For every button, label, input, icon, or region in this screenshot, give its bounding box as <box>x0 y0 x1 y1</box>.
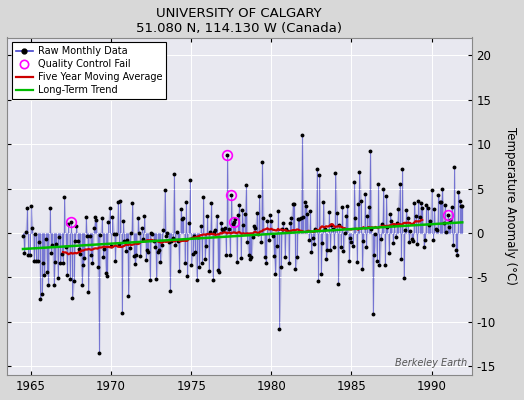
Y-axis label: Temperature Anomaly (°C): Temperature Anomaly (°C) <box>504 128 517 285</box>
Title: UNIVERSITY OF CALGARY
51.080 N, 114.130 W (Canada): UNIVERSITY OF CALGARY 51.080 N, 114.130 … <box>136 7 342 35</box>
Text: Berkeley Earth: Berkeley Earth <box>395 358 467 368</box>
Legend: Raw Monthly Data, Quality Control Fail, Five Year Moving Average, Long-Term Tren: Raw Monthly Data, Quality Control Fail, … <box>12 42 167 99</box>
